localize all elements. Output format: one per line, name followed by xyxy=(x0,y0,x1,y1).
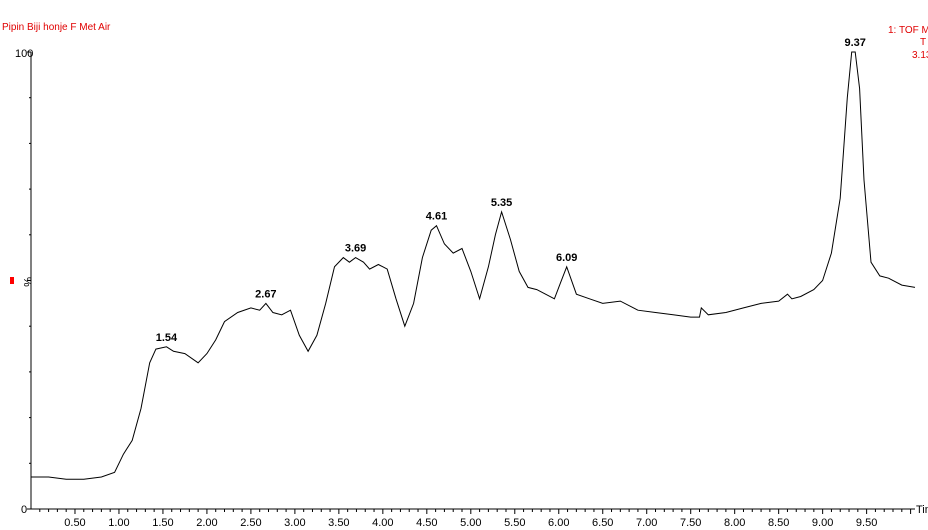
x-tick-label: 8.50 xyxy=(768,517,789,529)
detector-label-line1: 1: TOF MS ES xyxy=(888,25,928,36)
x-tick-label: 6.00 xyxy=(548,517,569,529)
x-tick-label: 1.50 xyxy=(152,517,173,529)
y-axis-label: % xyxy=(21,277,33,287)
x-tick-label: 2.00 xyxy=(196,517,217,529)
peak-label: 6.09 xyxy=(556,252,577,264)
detector-label-line3: 3.13 xyxy=(912,50,928,61)
x-tick-label: 3.50 xyxy=(328,517,349,529)
peak-label: 4.61 xyxy=(426,211,447,223)
peak-label: 9.37 xyxy=(844,37,865,49)
chromatogram-trace xyxy=(31,51,916,480)
x-tick-label: 6.50 xyxy=(592,517,613,529)
peak-label: 3.69 xyxy=(345,243,366,255)
peak-label: 5.35 xyxy=(491,197,512,209)
x-tick-label: 9.50 xyxy=(856,517,877,529)
detector-label-line2: T xyxy=(920,37,926,48)
x-tick-label: 5.50 xyxy=(504,517,525,529)
sample-title: Pipin Biji honje F Met Air xyxy=(2,22,111,33)
x-tick-label: 1.00 xyxy=(108,517,129,529)
marker-icon xyxy=(10,277,14,284)
x-tick-label: 4.00 xyxy=(372,517,393,529)
y-tick-label-0: 0 xyxy=(21,504,27,516)
x-tick-label: 3.00 xyxy=(284,517,305,529)
x-tick-label: 9.00 xyxy=(812,517,833,529)
x-tick-label: 0.50 xyxy=(64,517,85,529)
x-tick-label: 8.00 xyxy=(724,517,745,529)
peak-label: 1.54 xyxy=(156,332,178,344)
x-tick-label: 7.50 xyxy=(680,517,701,529)
y-tick-label-100: 100 xyxy=(15,48,33,60)
x-tick-label: 7.00 xyxy=(636,517,657,529)
x-tick-label: 2.50 xyxy=(240,517,261,529)
x-tick-label: 4.50 xyxy=(416,517,437,529)
x-tick-label: 5.00 xyxy=(460,517,481,529)
x-axis-label: Tim xyxy=(916,504,928,516)
peak-label: 2.67 xyxy=(255,288,276,300)
